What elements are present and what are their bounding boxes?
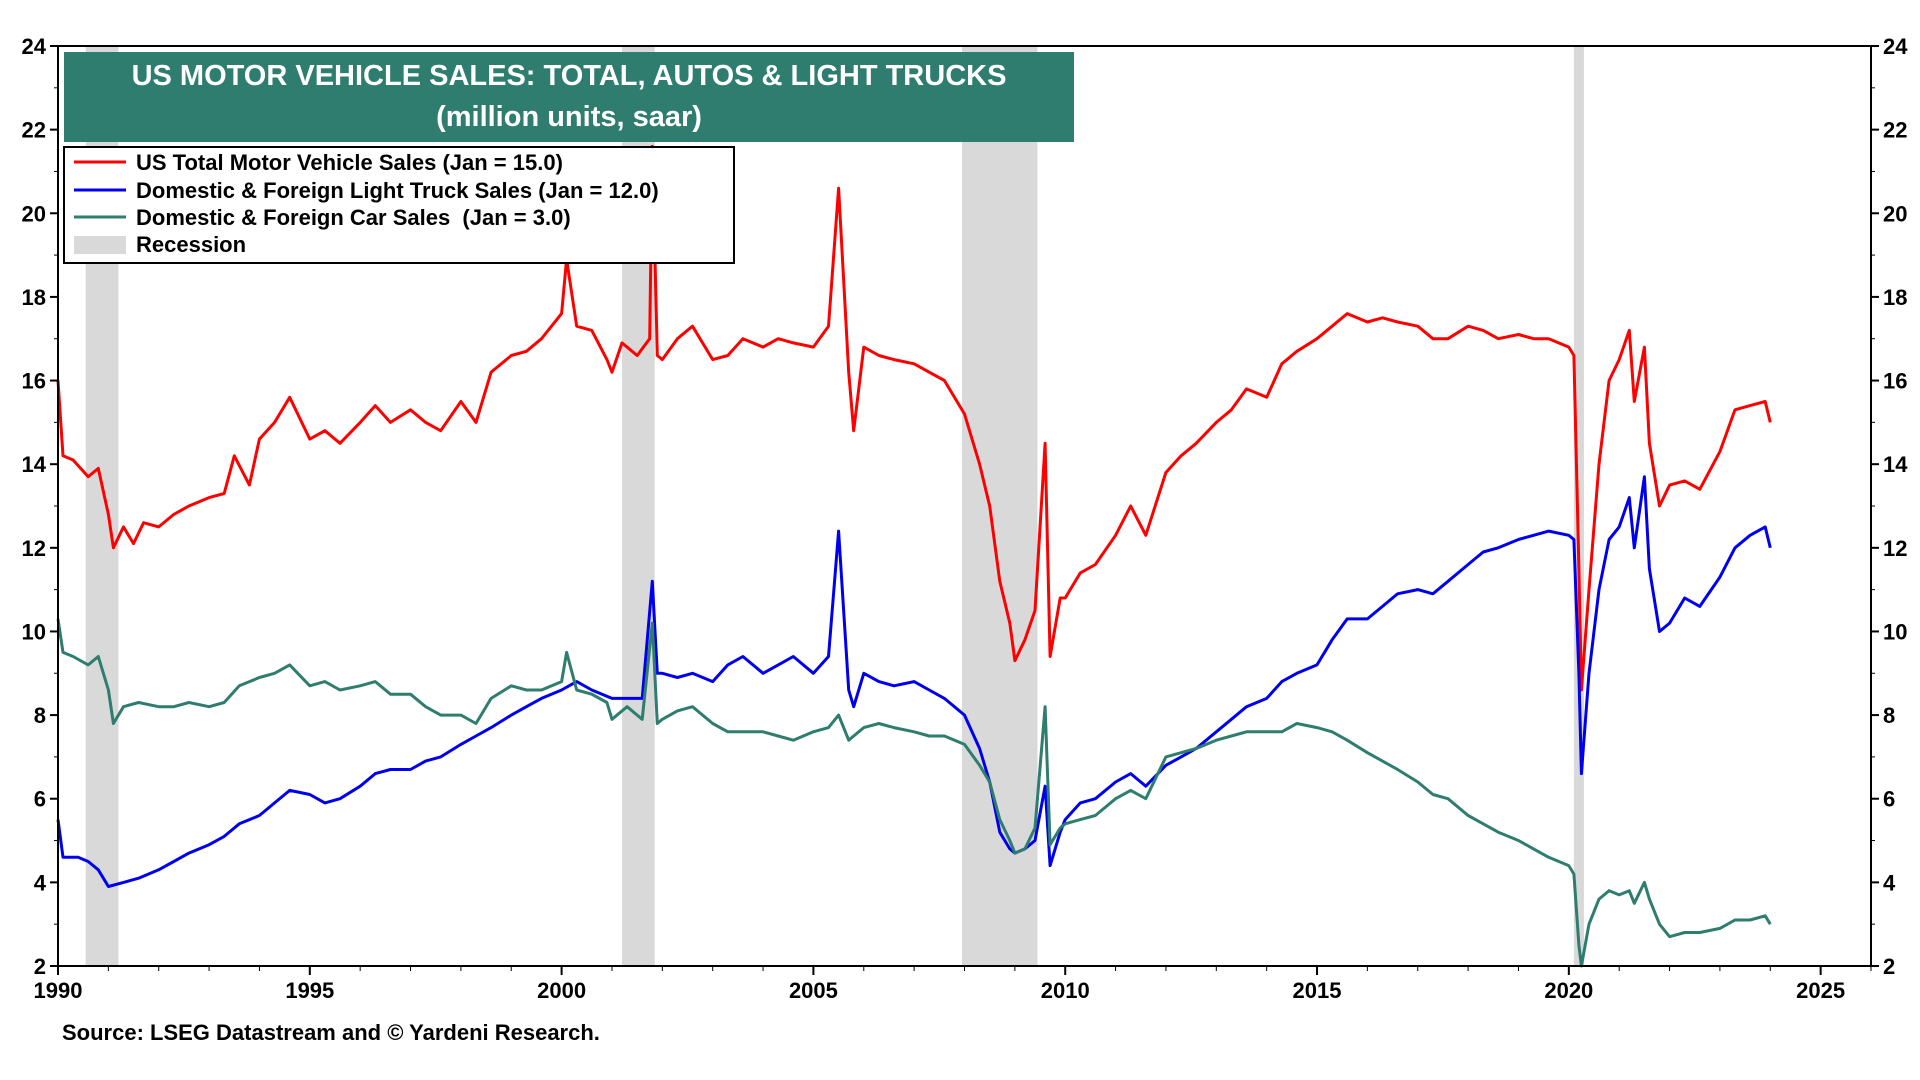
light-truck-sales-line [56,475,1772,888]
source-note: Source: LSEG Datastream and © Yardeni Re… [62,1020,600,1045]
y-tick-label-right-20: 20 [1883,201,1907,226]
series-lines [56,144,1772,968]
y-tick-label-left-8: 8 [34,703,46,728]
legend: US Total Motor Vehicle Sales (Jan = 15.0… [63,146,735,264]
y-tick-label-left-12: 12 [22,536,46,561]
x-tick-label-2025: 2025 [1796,978,1845,1003]
y-tick-label-right-8: 8 [1883,703,1895,728]
y-tick-label-right-6: 6 [1883,787,1895,812]
x-axis: 1990 1995 2000 2005 2010 2015 2020 2025 [34,966,1872,1003]
y-tick-label-right-24: 24 [1883,34,1908,59]
x-tick-label-1995: 1995 [285,978,334,1003]
chart-subtitle: (million units, saar) [436,101,702,133]
x-tick-label-2020: 2020 [1544,978,1593,1003]
y-tick-label-right-10: 10 [1883,619,1907,644]
y-tick-label-right-22: 22 [1883,118,1907,143]
x-tick-label-2015: 2015 [1293,978,1342,1003]
y-tick-label-left-22: 22 [22,118,46,143]
y-tick-label-left-10: 10 [22,619,46,644]
x-tick-label-2010: 2010 [1041,978,1090,1003]
y-tick-label-left-14: 14 [22,452,47,477]
y-tick-label-left-6: 6 [34,787,46,812]
y-tick-label-right-2: 2 [1883,954,1895,979]
y-tick-label-left-2: 2 [34,954,46,979]
car-sales-line [56,618,1772,968]
y-tick-label-right-18: 18 [1883,285,1907,310]
legend-label-recession: Recession [136,232,246,257]
x-tick-label-1990: 1990 [34,978,83,1003]
recession-band-2 [961,46,1038,966]
chart-title: US MOTOR VEHICLE SALES: TOTAL, AUTOS & L… [132,60,1007,92]
x-tick-label-2005: 2005 [789,978,838,1003]
y-tick-label-left-24: 24 [22,34,47,59]
y-tick-label-right-4: 4 [1883,870,1896,895]
y-tick-label-right-14: 14 [1883,452,1908,477]
legend-label-total: US Total Motor Vehicle Sales (Jan = 15.0… [136,150,563,175]
y-tick-label-right-12: 12 [1883,536,1907,561]
y-tick-label-left-16: 16 [22,369,46,394]
legend-label-cars: Domestic & Foreign Car Sales (Jan = 3.0) [136,205,571,230]
y-tick-label-left-18: 18 [22,285,46,310]
x-tick-label-2000: 2000 [537,978,586,1003]
y-tick-label-right-16: 16 [1883,369,1907,394]
title-box: US MOTOR VEHICLE SALES: TOTAL, AUTOS & L… [64,52,1074,142]
y-tick-label-left-20: 20 [22,201,46,226]
total-sales-line [56,144,1772,692]
legend-swatch-recession [74,236,126,254]
legend-label-trucks: Domestic & Foreign Light Truck Sales (Ja… [136,178,659,203]
y-tick-label-left-4: 4 [34,870,47,895]
